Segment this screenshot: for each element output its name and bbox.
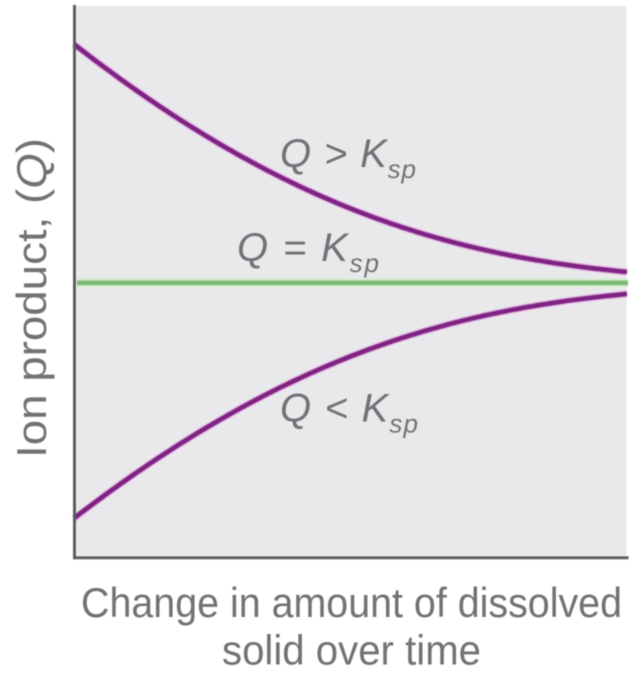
svg-text:solid over time: solid over time xyxy=(222,627,481,674)
svg-text:Ion product, (Q): Ion product, (Q) xyxy=(8,138,55,458)
svg-text:Q = Ksp: Q = Ksp xyxy=(237,226,379,278)
svg-text:Change in amount of dissolved: Change in amount of dissolved xyxy=(81,579,622,626)
